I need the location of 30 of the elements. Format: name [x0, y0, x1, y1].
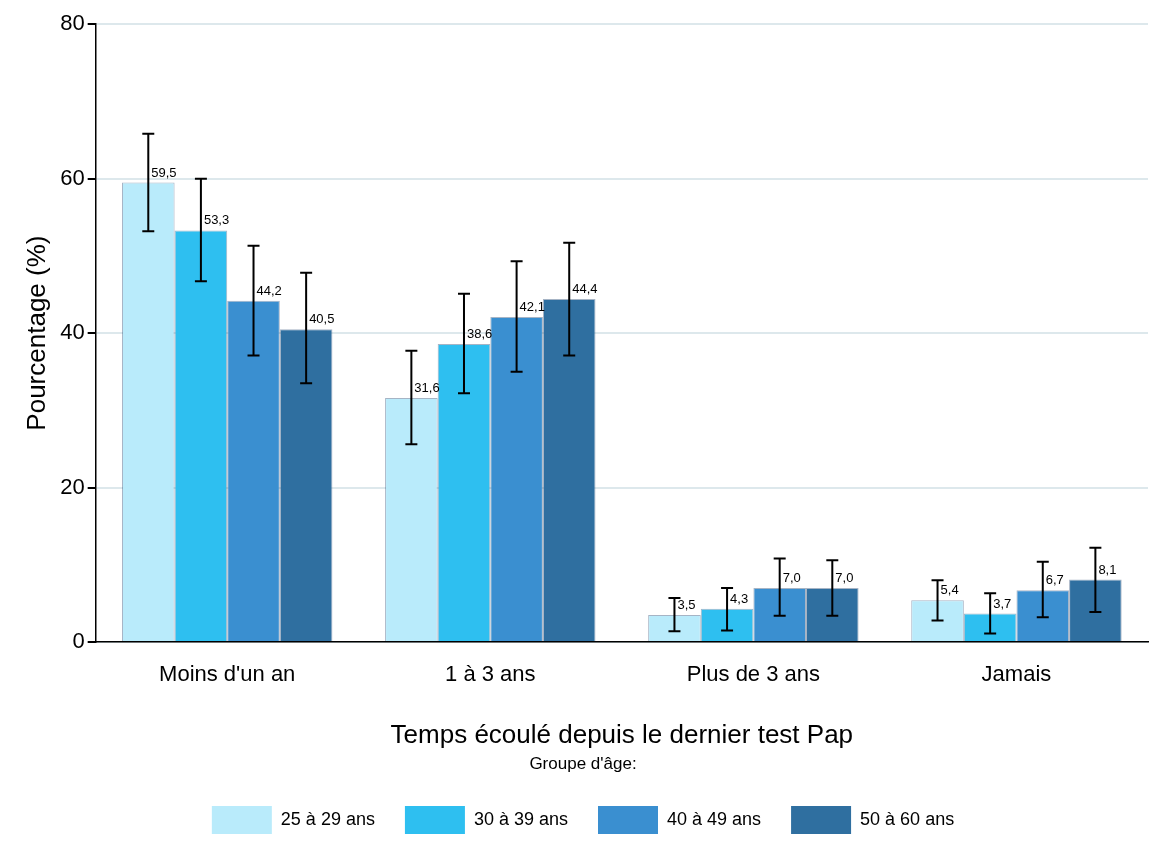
data-label: 4,3: [730, 590, 749, 606]
data-label: 31,6: [414, 380, 440, 396]
y-tick-label: 0: [72, 628, 85, 654]
x-tick-label: 1 à 3 ans: [445, 661, 536, 687]
data-label: 59,5: [151, 164, 177, 180]
y-tick-label: 40: [60, 319, 85, 345]
x-tick-label: Moins d'un an: [159, 661, 296, 687]
data-label: 7,0: [782, 570, 801, 586]
data-label: 3,7: [993, 595, 1012, 611]
legend-label: 50 à 60 ans: [860, 808, 955, 829]
y-axis-title: Pourcentage (%): [20, 235, 51, 431]
legend-label: 40 à 49 ans: [667, 808, 762, 829]
data-label: 7,0: [835, 570, 854, 586]
legend-title: Groupe d'âge:: [529, 753, 637, 773]
legend-label: 25 à 29 ans: [280, 808, 375, 829]
x-tick-label: Plus de 3 ans: [686, 661, 821, 687]
y-tick-label: 20: [60, 473, 85, 499]
x-axis-title: Temps écoulé depuis le dernier test Pap: [390, 719, 854, 750]
y-tick-label: 60: [60, 164, 85, 190]
data-label: 44,4: [572, 281, 598, 297]
data-label: 3,5: [677, 597, 696, 613]
data-label: 8,1: [1098, 561, 1117, 577]
data-label: 5,4: [940, 582, 959, 598]
data-label: 40,5: [309, 311, 335, 327]
x-tick-label: Jamais: [981, 661, 1052, 687]
data-label: 6,7: [1045, 572, 1064, 588]
y-tick-label: 80: [60, 10, 85, 36]
data-label: 44,2: [256, 282, 282, 298]
data-label: 53,3: [203, 212, 230, 228]
legend-label: 30 à 39 ans: [473, 808, 568, 829]
